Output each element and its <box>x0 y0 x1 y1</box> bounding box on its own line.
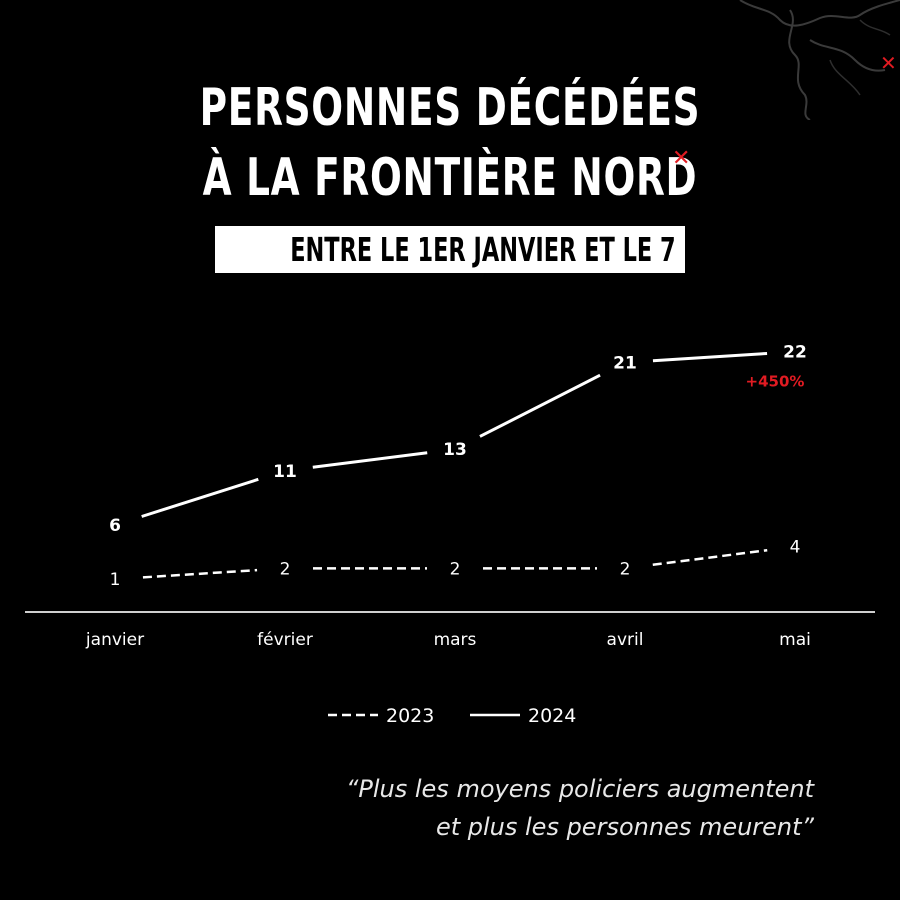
data-label-2024: 11 <box>273 462 297 482</box>
subtitle-banner: ENTRE LE 1ER JANVIER ET LE 7 MAI <box>215 226 732 273</box>
quote-line-2: et plus les personnes meurent” <box>435 813 814 841</box>
data-label-2023: 2 <box>450 559 461 579</box>
series-2024-segment <box>141 477 259 518</box>
data-label-2024: 22 <box>783 343 807 363</box>
series-2023-segment <box>142 568 258 579</box>
x-tick-label: mai <box>779 630 811 650</box>
title-line-2: À LA FRONTIÈRE NORD <box>202 148 698 208</box>
red-x-icon: ✕ <box>672 146 691 171</box>
x-tick-label: avril <box>607 630 644 650</box>
data-label-2024: 21 <box>613 354 637 374</box>
x-tick-label: mars <box>434 630 477 650</box>
x-tick-label: janvier <box>85 630 144 650</box>
map-outline-decoration: ✕ <box>739 0 900 120</box>
quote-line-1: “Plus les moyens policiers augmentent <box>345 775 814 803</box>
series-2023-segment <box>652 548 768 567</box>
subtitle: ENTRE LE 1ER JANVIER ET LE 7 MAI <box>290 230 732 269</box>
data-label-2023: 4 <box>790 538 801 558</box>
data-label-2023: 2 <box>280 559 291 579</box>
data-label-2023: 1 <box>110 570 121 590</box>
series-2024-segment <box>312 451 428 469</box>
annotation-label: +450% <box>746 373 805 391</box>
series-2024-segment <box>479 373 601 438</box>
x-tick-label: février <box>257 630 313 650</box>
quote: “Plus les moyens policiers augmentent et… <box>346 770 814 846</box>
data-label-2024: 6 <box>109 516 121 536</box>
data-label-2024: 13 <box>443 440 467 460</box>
series-2024-segment <box>652 351 768 363</box>
title-line-1: PERSONNES DÉCÉDÉES <box>199 78 701 138</box>
data-label-2023: 2 <box>620 559 631 579</box>
map-marker-x-icon: ✕ <box>880 51 897 75</box>
legend-label-2023: 2023 <box>386 705 434 727</box>
legend-label-2024: 2024 <box>528 705 576 727</box>
